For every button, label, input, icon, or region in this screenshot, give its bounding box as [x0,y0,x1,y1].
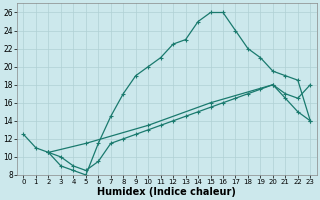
X-axis label: Humidex (Indice chaleur): Humidex (Indice chaleur) [98,187,236,197]
